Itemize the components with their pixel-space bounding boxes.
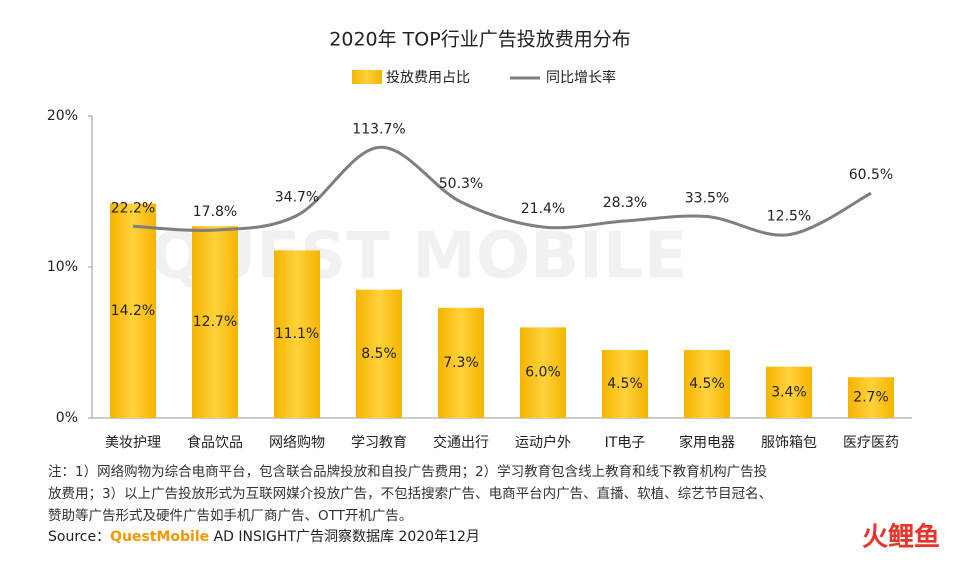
x-tick-label: 学习教育 [351,435,407,451]
bar-value-label: 12.7% [193,314,237,330]
logo: 火鲤鱼 [862,523,940,553]
bar [192,226,238,418]
bar-value-label: 6.0% [525,365,561,381]
bar [848,377,894,418]
line-value-label: 33.5% [685,191,729,207]
bar [356,289,402,418]
note-line: 放费用；3）以上广告投放形式为互联网媒介投放广告，不包括搜索广告、电商平台内广告… [48,486,772,502]
bar [438,307,484,418]
x-tick-label: 网络购物 [269,435,325,451]
x-tick-label: 医疗医药 [843,435,899,451]
line-value-label: 113.7% [352,121,405,137]
x-tick-label: 美妆护理 [105,435,161,451]
x-tick-label: 服饰箱包 [761,435,817,451]
y-tick-label: 0% [56,410,78,426]
legend-label: 投放费用占比 [386,70,470,86]
bar [766,366,812,418]
line-value-label: 17.8% [193,204,237,220]
x-tick-label: IT电子 [605,435,646,451]
legend-label: 同比增长率 [546,69,616,86]
note-line: 注：1）网络购物为综合电商平台，包含联合品牌投放和自投广告费用；2）学习教育包含… [48,463,767,480]
bar [274,250,320,418]
line-value-label: 22.2% [111,200,155,216]
bar [684,350,730,418]
bar-value-label: 4.5% [607,376,643,392]
chart-title: 2020年 TOP行业广告投放费用分布 [329,29,630,51]
bar [520,327,566,418]
line-value-label: 34.7% [275,189,319,205]
y-tick-label: 20% [47,108,78,124]
x-tick-label: 交通出行 [433,434,489,451]
source-brand: QuestMobile [110,529,209,545]
line-value-label: 50.3% [439,176,483,192]
growth-line [132,145,872,237]
bar-value-label: 8.5% [361,346,397,362]
bar-value-label: 2.7% [853,390,889,406]
x-tick-label: 食品饮品 [187,434,243,451]
bar-value-label: 11.1% [275,326,319,342]
bar [602,350,648,418]
legend-swatch [352,70,382,84]
note-line: 赞助等广告形式及硬件广告如手机厂商广告、OTT开机广告。 [48,507,412,524]
watermark: QUEST MOBILE [150,220,687,294]
x-tick-label: 运动户外 [515,434,571,451]
x-tick-label: 家用电器 [679,434,735,451]
line-value-label: 60.5% [849,167,893,183]
source: Source：QuestMobile AD INSIGHT广告洞察数据库 202… [48,528,480,545]
y-tick-label: 10% [47,259,78,275]
bar-value-label: 3.4% [771,384,807,400]
source-rest: AD INSIGHT广告洞察数据库 2020年12月 [209,528,480,545]
line-value-label: 28.3% [603,195,647,211]
source-prefix: Source： [48,529,110,545]
bar-value-label: 4.5% [689,376,725,392]
bar-value-label: 14.2% [111,303,155,319]
line-value-label: 21.4% [521,201,565,217]
bar-value-label: 7.3% [443,355,479,371]
bar [110,203,156,418]
line-value-label: 12.5% [767,209,811,225]
